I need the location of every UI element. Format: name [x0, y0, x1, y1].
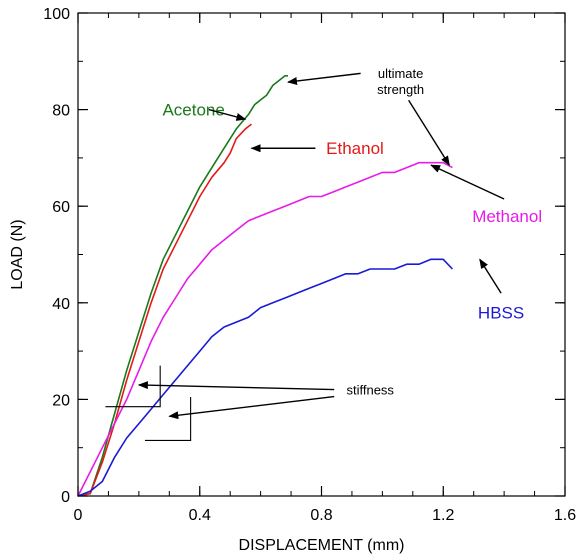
ultimate-strength-label: ultimate	[378, 66, 424, 81]
series-label-hbss: HBSS	[478, 303, 524, 322]
x-axis-title: DISPLACEMENT (mm)	[239, 537, 405, 554]
stiffness-arrow-lower	[168, 395, 335, 420]
ultimate-strength-arrow-acetone	[287, 72, 361, 85]
y-tick-label: 100	[43, 6, 70, 23]
series-layer	[77, 75, 453, 497]
plot-frame	[77, 12, 566, 497]
annotation-layer: Acetone Ethanol Methanol HBSS ultimatestreng…	[105, 66, 542, 442]
y-tick-label: 40	[52, 296, 70, 313]
stiffness-triangle-lower	[144, 396, 192, 442]
y-axis-title: LOAD (N)	[9, 219, 26, 289]
series-line-ethanol	[77, 123, 252, 497]
y-tick-label: 20	[52, 392, 70, 409]
ticks-layer: 0 0.4 0.8 1.2 1.6 0 20 40 60 80 100	[43, 6, 576, 524]
x-tick-label: 0	[74, 507, 83, 524]
series-line-methanol	[77, 161, 453, 497]
series-label-ethanol: Ethanol	[326, 139, 384, 158]
methanol-label-arrow	[430, 164, 505, 200]
stiffness-label: stiffness	[346, 383, 394, 398]
ultimate-strength-arrow-methanol	[408, 99, 450, 166]
y-tick-label: 0	[61, 489, 70, 506]
acetone-label-arrow	[208, 108, 247, 121]
hbss-label-arrow	[479, 258, 502, 294]
stiffness-arrow-upper	[137, 381, 335, 391]
series-line-acetone	[77, 75, 288, 497]
series-label-acetone: Acetone	[162, 101, 224, 120]
x-tick-label: 0.4	[189, 507, 211, 524]
y-tick-label: 80	[52, 103, 70, 120]
series-label-methanol: Methanol	[472, 207, 542, 226]
y-tick-label: 60	[52, 199, 70, 216]
ultimate-strength-label: strength	[377, 82, 424, 97]
x-tick-label: 1.2	[432, 507, 454, 524]
x-tick-label: 1.6	[554, 507, 576, 524]
stiffness-triangle-upper	[105, 365, 161, 408]
x-tick-label: 0.8	[310, 507, 332, 524]
series-line-hbss	[77, 258, 453, 497]
